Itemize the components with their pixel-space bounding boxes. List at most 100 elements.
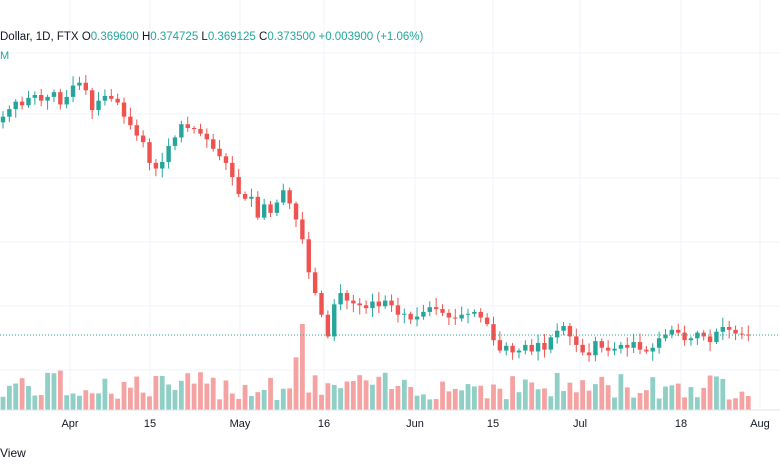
volume-bar bbox=[446, 391, 452, 410]
volume-bar bbox=[733, 398, 738, 410]
volume-bar bbox=[331, 384, 337, 410]
volume-bar bbox=[89, 393, 95, 410]
brand-credit[interactable]: View bbox=[0, 446, 26, 460]
volume-bar bbox=[242, 384, 248, 410]
volume-bar bbox=[236, 398, 242, 410]
x-tick-label: Apr bbox=[61, 418, 78, 430]
candle-body bbox=[51, 92, 57, 97]
candle-body bbox=[191, 128, 197, 130]
volume-bar bbox=[274, 399, 280, 410]
volume-bar bbox=[567, 382, 573, 410]
candle-body bbox=[185, 124, 190, 129]
candle-body bbox=[268, 204, 273, 213]
volume-bar bbox=[172, 389, 178, 410]
candle-body bbox=[338, 293, 343, 305]
volume-bar bbox=[217, 399, 222, 410]
candle-body bbox=[383, 300, 388, 307]
volume-bar bbox=[223, 380, 229, 410]
volume-bar bbox=[503, 399, 509, 410]
candle-body bbox=[637, 342, 643, 350]
candle-body bbox=[325, 314, 331, 337]
candle-body bbox=[446, 312, 452, 318]
candle-body bbox=[516, 350, 522, 353]
volume-bar bbox=[701, 387, 707, 410]
volume-bar bbox=[433, 399, 439, 410]
volume-bar bbox=[57, 370, 63, 410]
open-label: O bbox=[81, 31, 91, 43]
candle-body bbox=[625, 344, 630, 348]
candle-body bbox=[306, 239, 311, 273]
x-tick-label: 15 bbox=[144, 418, 156, 430]
volume-bar bbox=[38, 395, 44, 410]
volume-bar bbox=[45, 372, 50, 410]
volume-bar bbox=[421, 394, 426, 410]
high-value: 0.374725 bbox=[150, 31, 199, 43]
volume-bar bbox=[280, 388, 286, 410]
low-label: L bbox=[201, 31, 208, 43]
volume-bars bbox=[0, 323, 751, 410]
candle-body bbox=[440, 309, 445, 313]
volume-bar bbox=[210, 377, 216, 410]
candle-body bbox=[357, 303, 362, 306]
candle-body bbox=[433, 307, 439, 310]
candle-body bbox=[121, 102, 127, 117]
candle-body bbox=[542, 343, 547, 350]
volume-bar bbox=[255, 392, 261, 410]
volume-bar bbox=[573, 392, 579, 410]
candle-body bbox=[714, 331, 719, 343]
x-tick-label: May bbox=[230, 418, 251, 430]
volume-bar bbox=[198, 372, 203, 410]
candles bbox=[0, 75, 751, 362]
volume-bar bbox=[299, 323, 305, 410]
volume-bar bbox=[64, 395, 70, 410]
candle-body bbox=[701, 332, 706, 337]
candle-body bbox=[26, 97, 31, 106]
candle-body bbox=[561, 326, 566, 331]
volume-bar bbox=[516, 392, 522, 410]
candle-body bbox=[147, 142, 152, 163]
volume-bar bbox=[249, 395, 254, 410]
candle-body bbox=[223, 156, 229, 163]
volume-bar bbox=[382, 372, 388, 410]
candle-body bbox=[376, 301, 382, 307]
volume-bar bbox=[739, 391, 745, 410]
volume-bar bbox=[675, 383, 681, 410]
candle-body bbox=[746, 334, 751, 336]
candle-body bbox=[567, 326, 573, 337]
candle-body bbox=[695, 332, 700, 339]
candle-body bbox=[726, 326, 732, 330]
volume-bar bbox=[580, 380, 586, 410]
volume-bar bbox=[312, 375, 318, 410]
candle-body bbox=[720, 326, 726, 332]
candle-body bbox=[707, 336, 713, 343]
candle-body bbox=[459, 314, 464, 319]
candle-body bbox=[293, 203, 299, 220]
volume-bar bbox=[656, 398, 662, 410]
volume-bar bbox=[471, 386, 477, 410]
candle-body bbox=[586, 352, 592, 356]
candle-body bbox=[491, 324, 496, 341]
volume-bar bbox=[427, 399, 433, 410]
candle-body bbox=[261, 204, 267, 218]
candle-body bbox=[45, 96, 50, 101]
candle-body bbox=[140, 135, 146, 143]
volume-bar bbox=[669, 385, 675, 410]
volume-bar bbox=[599, 376, 605, 410]
candle-body bbox=[504, 345, 509, 351]
volume-bar bbox=[484, 398, 490, 410]
volume-legend: M bbox=[0, 50, 10, 62]
candle-body bbox=[580, 344, 585, 353]
candle-body bbox=[179, 124, 184, 138]
candle-body bbox=[344, 293, 350, 301]
volume-bar bbox=[478, 385, 484, 410]
volume-bar bbox=[159, 375, 165, 410]
volume-bar bbox=[83, 390, 89, 410]
volume-bar bbox=[204, 383, 210, 410]
candle-body bbox=[70, 85, 76, 97]
candle-body bbox=[102, 95, 108, 101]
volume-bar bbox=[395, 385, 401, 410]
volume-bar bbox=[376, 376, 382, 410]
volume-bar bbox=[491, 384, 496, 410]
candle-body bbox=[83, 82, 89, 91]
candle-body bbox=[733, 329, 738, 334]
